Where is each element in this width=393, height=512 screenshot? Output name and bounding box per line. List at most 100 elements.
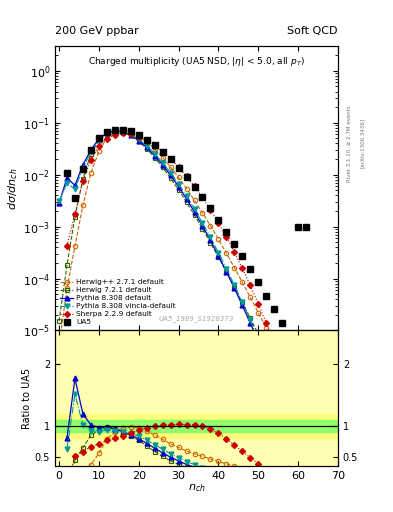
Herwig 7.2.1 default: [296, 413, 301, 419]
Line: UA5: UA5: [64, 127, 309, 340]
Herwig 7.2.1 default: [64, 262, 69, 268]
Herwig++ 2.7.1 default: [248, 294, 253, 301]
Herwig++ 2.7.1 default: [216, 236, 221, 242]
Herwig 7.2.1 default: [120, 129, 125, 135]
Pythia 8.308 default: [57, 200, 61, 206]
UA5: [200, 195, 205, 201]
Pythia 8.308 vincia-default: [136, 136, 141, 142]
Pythia 8.308 vincia-default: [264, 355, 268, 361]
Herwig++ 2.7.1 default: [144, 139, 149, 145]
UA5: [184, 174, 189, 180]
Herwig 7.2.1 default: [176, 187, 181, 193]
Text: UA5_1989_S1926373: UA5_1989_S1926373: [159, 315, 234, 322]
Pythia 8.308 default: [248, 320, 253, 326]
Pythia 8.308 vincia-default: [129, 132, 133, 138]
Pythia 8.308 default: [304, 457, 309, 463]
Herwig 7.2.1 default: [136, 138, 141, 144]
Pythia 8.308 default: [272, 376, 277, 382]
Text: Charged multiplicity (UA5 NSD, $|\eta|$ < 5.0, all $p_T$): Charged multiplicity (UA5 NSD, $|\eta|$ …: [88, 55, 305, 68]
UA5: [136, 132, 141, 138]
UA5: [120, 126, 125, 133]
Sherpa 2.2.9 default: [248, 283, 253, 289]
Herwig 7.2.1 default: [264, 347, 268, 353]
Herwig++ 2.7.1 default: [224, 250, 229, 257]
Pythia 8.308 vincia-default: [64, 180, 69, 186]
Herwig 7.2.1 default: [73, 214, 77, 220]
Line: Herwig 7.2.1 default: Herwig 7.2.1 default: [57, 129, 332, 486]
UA5: [73, 195, 77, 201]
UA5: [288, 334, 292, 340]
Herwig 7.2.1 default: [272, 364, 277, 370]
Pythia 8.308 default: [232, 285, 237, 291]
UA5: [264, 293, 268, 299]
Herwig++ 2.7.1 default: [184, 185, 189, 191]
UA5: [129, 129, 133, 135]
Herwig++ 2.7.1 default: [73, 243, 77, 249]
Herwig++ 2.7.1 default: [136, 133, 141, 139]
UA5: [272, 306, 277, 312]
Pythia 8.308 default: [296, 437, 301, 443]
Sherpa 2.2.9 default: [152, 142, 157, 148]
Herwig 7.2.1 default: [224, 269, 229, 275]
Sherpa 2.2.9 default: [240, 265, 245, 271]
Sherpa 2.2.9 default: [184, 173, 189, 179]
Pythia 8.308 vincia-default: [81, 165, 85, 172]
Herwig++ 2.7.1 default: [192, 197, 197, 203]
Sherpa 2.2.9 default: [192, 183, 197, 189]
Bar: [55, 0, 338, 487]
Herwig 7.2.1 default: [216, 254, 221, 260]
Sherpa 2.2.9 default: [280, 362, 285, 368]
Herwig 7.2.1 default: [112, 128, 117, 134]
Sherpa 2.2.9 default: [81, 178, 85, 184]
Herwig++ 2.7.1 default: [168, 164, 173, 170]
Herwig 7.2.1 default: [280, 379, 285, 386]
Pythia 8.308 default: [81, 162, 85, 168]
Sherpa 2.2.9 default: [97, 143, 101, 149]
UA5: [208, 205, 213, 211]
UA5: [280, 320, 285, 326]
Sherpa 2.2.9 default: [144, 137, 149, 143]
Pythia 8.308 default: [112, 128, 117, 134]
Herwig 7.2.1 default: [256, 331, 261, 337]
Herwig 7.2.1 default: [129, 133, 133, 139]
Herwig++ 2.7.1 default: [120, 127, 125, 133]
Herwig++ 2.7.1 default: [256, 310, 261, 316]
UA5: [112, 126, 117, 133]
UA5: [224, 228, 229, 234]
Herwig++ 2.7.1 default: [160, 155, 165, 161]
Sherpa 2.2.9 default: [256, 301, 261, 307]
Herwig 7.2.1 default: [97, 137, 101, 143]
Herwig 7.2.1 default: [288, 396, 292, 402]
Sherpa 2.2.9 default: [288, 385, 292, 391]
Text: Rivet 3.1.10, ≥ 2.7M events: Rivet 3.1.10, ≥ 2.7M events: [347, 105, 352, 182]
Legend: Herwig++ 2.7.1 default, Herwig 7.2.1 default, Pythia 8.308 default, Pythia 8.308: Herwig++ 2.7.1 default, Herwig 7.2.1 def…: [59, 278, 178, 327]
Pythia 8.308 vincia-default: [152, 151, 157, 157]
Pythia 8.308 vincia-default: [57, 198, 61, 204]
Herwig 7.2.1 default: [168, 175, 173, 181]
Herwig++ 2.7.1 default: [296, 389, 301, 395]
Pythia 8.308 vincia-default: [112, 129, 117, 135]
Pythia 8.308 default: [264, 357, 268, 364]
Herwig++ 2.7.1 default: [97, 148, 101, 155]
Sherpa 2.2.9 default: [200, 195, 205, 201]
Pythia 8.308 vincia-default: [120, 129, 125, 135]
Pythia 8.308 default: [129, 132, 133, 138]
Pythia 8.308 default: [224, 269, 229, 275]
X-axis label: $n_{ch}$: $n_{ch}$: [187, 482, 206, 494]
Pythia 8.308 default: [216, 253, 221, 259]
UA5: [64, 170, 69, 176]
Herwig++ 2.7.1 default: [88, 170, 93, 176]
Herwig 7.2.1 default: [81, 176, 85, 182]
Pythia 8.308 default: [120, 129, 125, 135]
Line: Pythia 8.308 vincia-default: Pythia 8.308 vincia-default: [57, 129, 309, 466]
Line: Herwig++ 2.7.1 default: Herwig++ 2.7.1 default: [57, 128, 316, 426]
Pythia 8.308 vincia-default: [288, 417, 292, 423]
UA5: [216, 217, 221, 223]
Pythia 8.308 vincia-default: [184, 193, 189, 199]
Herwig 7.2.1 default: [320, 464, 324, 470]
Herwig++ 2.7.1 default: [112, 129, 117, 135]
Herwig 7.2.1 default: [184, 199, 189, 205]
Sherpa 2.2.9 default: [105, 136, 109, 142]
Pythia 8.308 default: [73, 182, 77, 188]
UA5: [97, 135, 101, 141]
